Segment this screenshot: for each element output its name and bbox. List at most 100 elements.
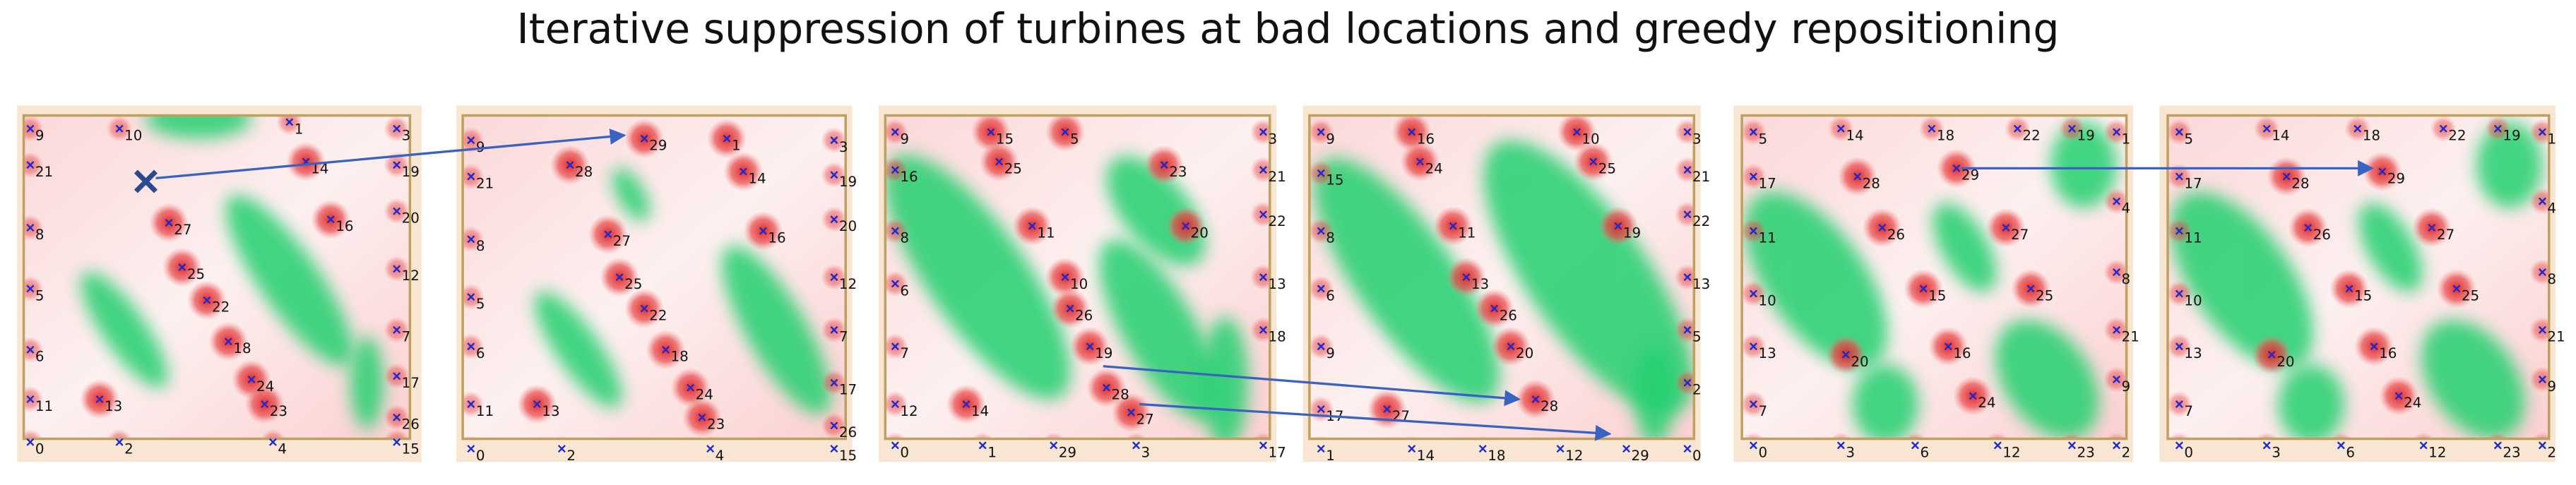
turbine-label: 12 (839, 276, 857, 292)
turbine-label: 13 (1471, 276, 1489, 292)
green-region (1995, 320, 2099, 439)
wake-spot (885, 217, 909, 244)
wake-spot (2486, 432, 2510, 439)
turbine-label: 13 (105, 398, 122, 414)
turbine-label: 28 (1541, 398, 1558, 414)
wake-spot (2060, 432, 2084, 439)
turbine-label: 13 (542, 403, 559, 419)
turbine-label: 10 (1581, 131, 1599, 147)
turbine-label: 26 (1500, 307, 1517, 323)
wake-spot (1250, 156, 1270, 184)
figure-title: Iterative suppression of turbines at bad… (517, 5, 2060, 53)
turbine-marker (2067, 441, 2076, 450)
wake-spot (23, 214, 44, 241)
turbine-label: 19 (1095, 345, 1112, 361)
wake-spot (885, 333, 909, 360)
turbine-label: 14 (971, 403, 989, 419)
turbine-label: 25 (1598, 160, 1616, 176)
wake-spot (1250, 316, 1270, 344)
green-region (2278, 364, 2344, 439)
turbine-label: 1 (987, 444, 997, 460)
turbine-marker (2267, 350, 2276, 359)
turbine-label: 22 (649, 307, 667, 323)
turbine-label: 16 (1417, 131, 1435, 147)
turbine-marker (2304, 223, 2313, 232)
wake-spot (1042, 432, 1065, 439)
turbine-label: 9 (900, 131, 909, 147)
turbine-marker (759, 227, 767, 235)
turbine-label: 24 (256, 378, 274, 395)
turbine-marker (467, 136, 475, 145)
turbine-marker (165, 218, 173, 227)
wake-spot (1124, 432, 1148, 439)
turbine-marker (95, 395, 104, 403)
turbine-label: 6 (900, 282, 909, 299)
wake-spot (1252, 432, 1270, 439)
turbine-label: 23 (270, 403, 287, 419)
turbine-label: 18 (1937, 128, 1954, 144)
turbine-marker (2493, 441, 2502, 450)
panel-border (22, 114, 412, 441)
wake-spot (1674, 369, 1694, 396)
wake-spot (463, 333, 485, 360)
turbine-label: 29 (1059, 444, 1076, 460)
wake-spot (2103, 188, 2127, 215)
turbine-marker (1317, 169, 1325, 177)
turbine-label: 24 (1425, 160, 1442, 176)
wake-spot (2168, 432, 2191, 439)
wake-spot (885, 156, 909, 184)
turbine-marker (467, 172, 475, 181)
wake-spot (2329, 432, 2353, 439)
wake-spot (23, 275, 44, 302)
turbine-label: 15 (1326, 172, 1343, 188)
turbine-marker (1259, 441, 1267, 450)
turbine-label: 0 (2184, 444, 2193, 460)
turbine-label: 17 (839, 381, 857, 397)
turbine-marker (1683, 166, 1692, 174)
turbine-marker (1462, 273, 1471, 282)
turbine-marker (2337, 441, 2345, 450)
panel-border (461, 114, 848, 441)
turbine-marker (247, 375, 256, 383)
turbine-marker (2538, 128, 2546, 136)
turbine-marker (1259, 128, 1267, 136)
turbine-marker (2175, 400, 2183, 408)
wake-spot (885, 270, 909, 297)
turbine-label: 4 (716, 448, 725, 464)
turbine-label: 8 (2122, 271, 2131, 287)
turbine-marker (224, 337, 232, 346)
turbine-marker (1683, 445, 1692, 453)
turbine-label: 11 (2184, 229, 2202, 246)
turbine-marker (26, 285, 35, 293)
turbine-label: 19 (2503, 128, 2520, 144)
turbine-label: 27 (613, 233, 631, 249)
overlay (133, 128, 2375, 441)
turbine-label: 1 (295, 121, 304, 137)
turbine-label: 11 (1758, 229, 1776, 246)
turbine-marker (739, 167, 747, 176)
turbine-label: 9 (1326, 345, 1335, 361)
turbine-marker (533, 400, 541, 408)
turbine-label: 10 (1070, 276, 1088, 292)
turbine-label: 17 (2184, 175, 2202, 191)
reposition-arrow (1139, 402, 1612, 441)
turbine-label: 14 (1846, 128, 1863, 144)
turbine-label: 3 (1141, 444, 1151, 460)
turbine-marker (393, 438, 401, 446)
turbine-label: 1 (2122, 131, 2131, 147)
turbine-marker (467, 400, 475, 408)
turbine-marker (1160, 161, 1168, 169)
turbine-label: 3 (2272, 444, 2281, 460)
wake-spot (23, 151, 44, 179)
turbine-marker (662, 345, 670, 354)
turbine-label: 14 (748, 170, 766, 186)
turbine-label: 21 (2547, 329, 2565, 345)
heatmap (463, 115, 846, 439)
wake-spot (463, 283, 485, 311)
turbine-marker (1993, 441, 2002, 450)
green-region (1852, 364, 1919, 439)
turbine-label: 17 (1268, 444, 1286, 460)
turbine-label: 5 (476, 296, 485, 312)
turbine-marker (1749, 342, 1757, 351)
